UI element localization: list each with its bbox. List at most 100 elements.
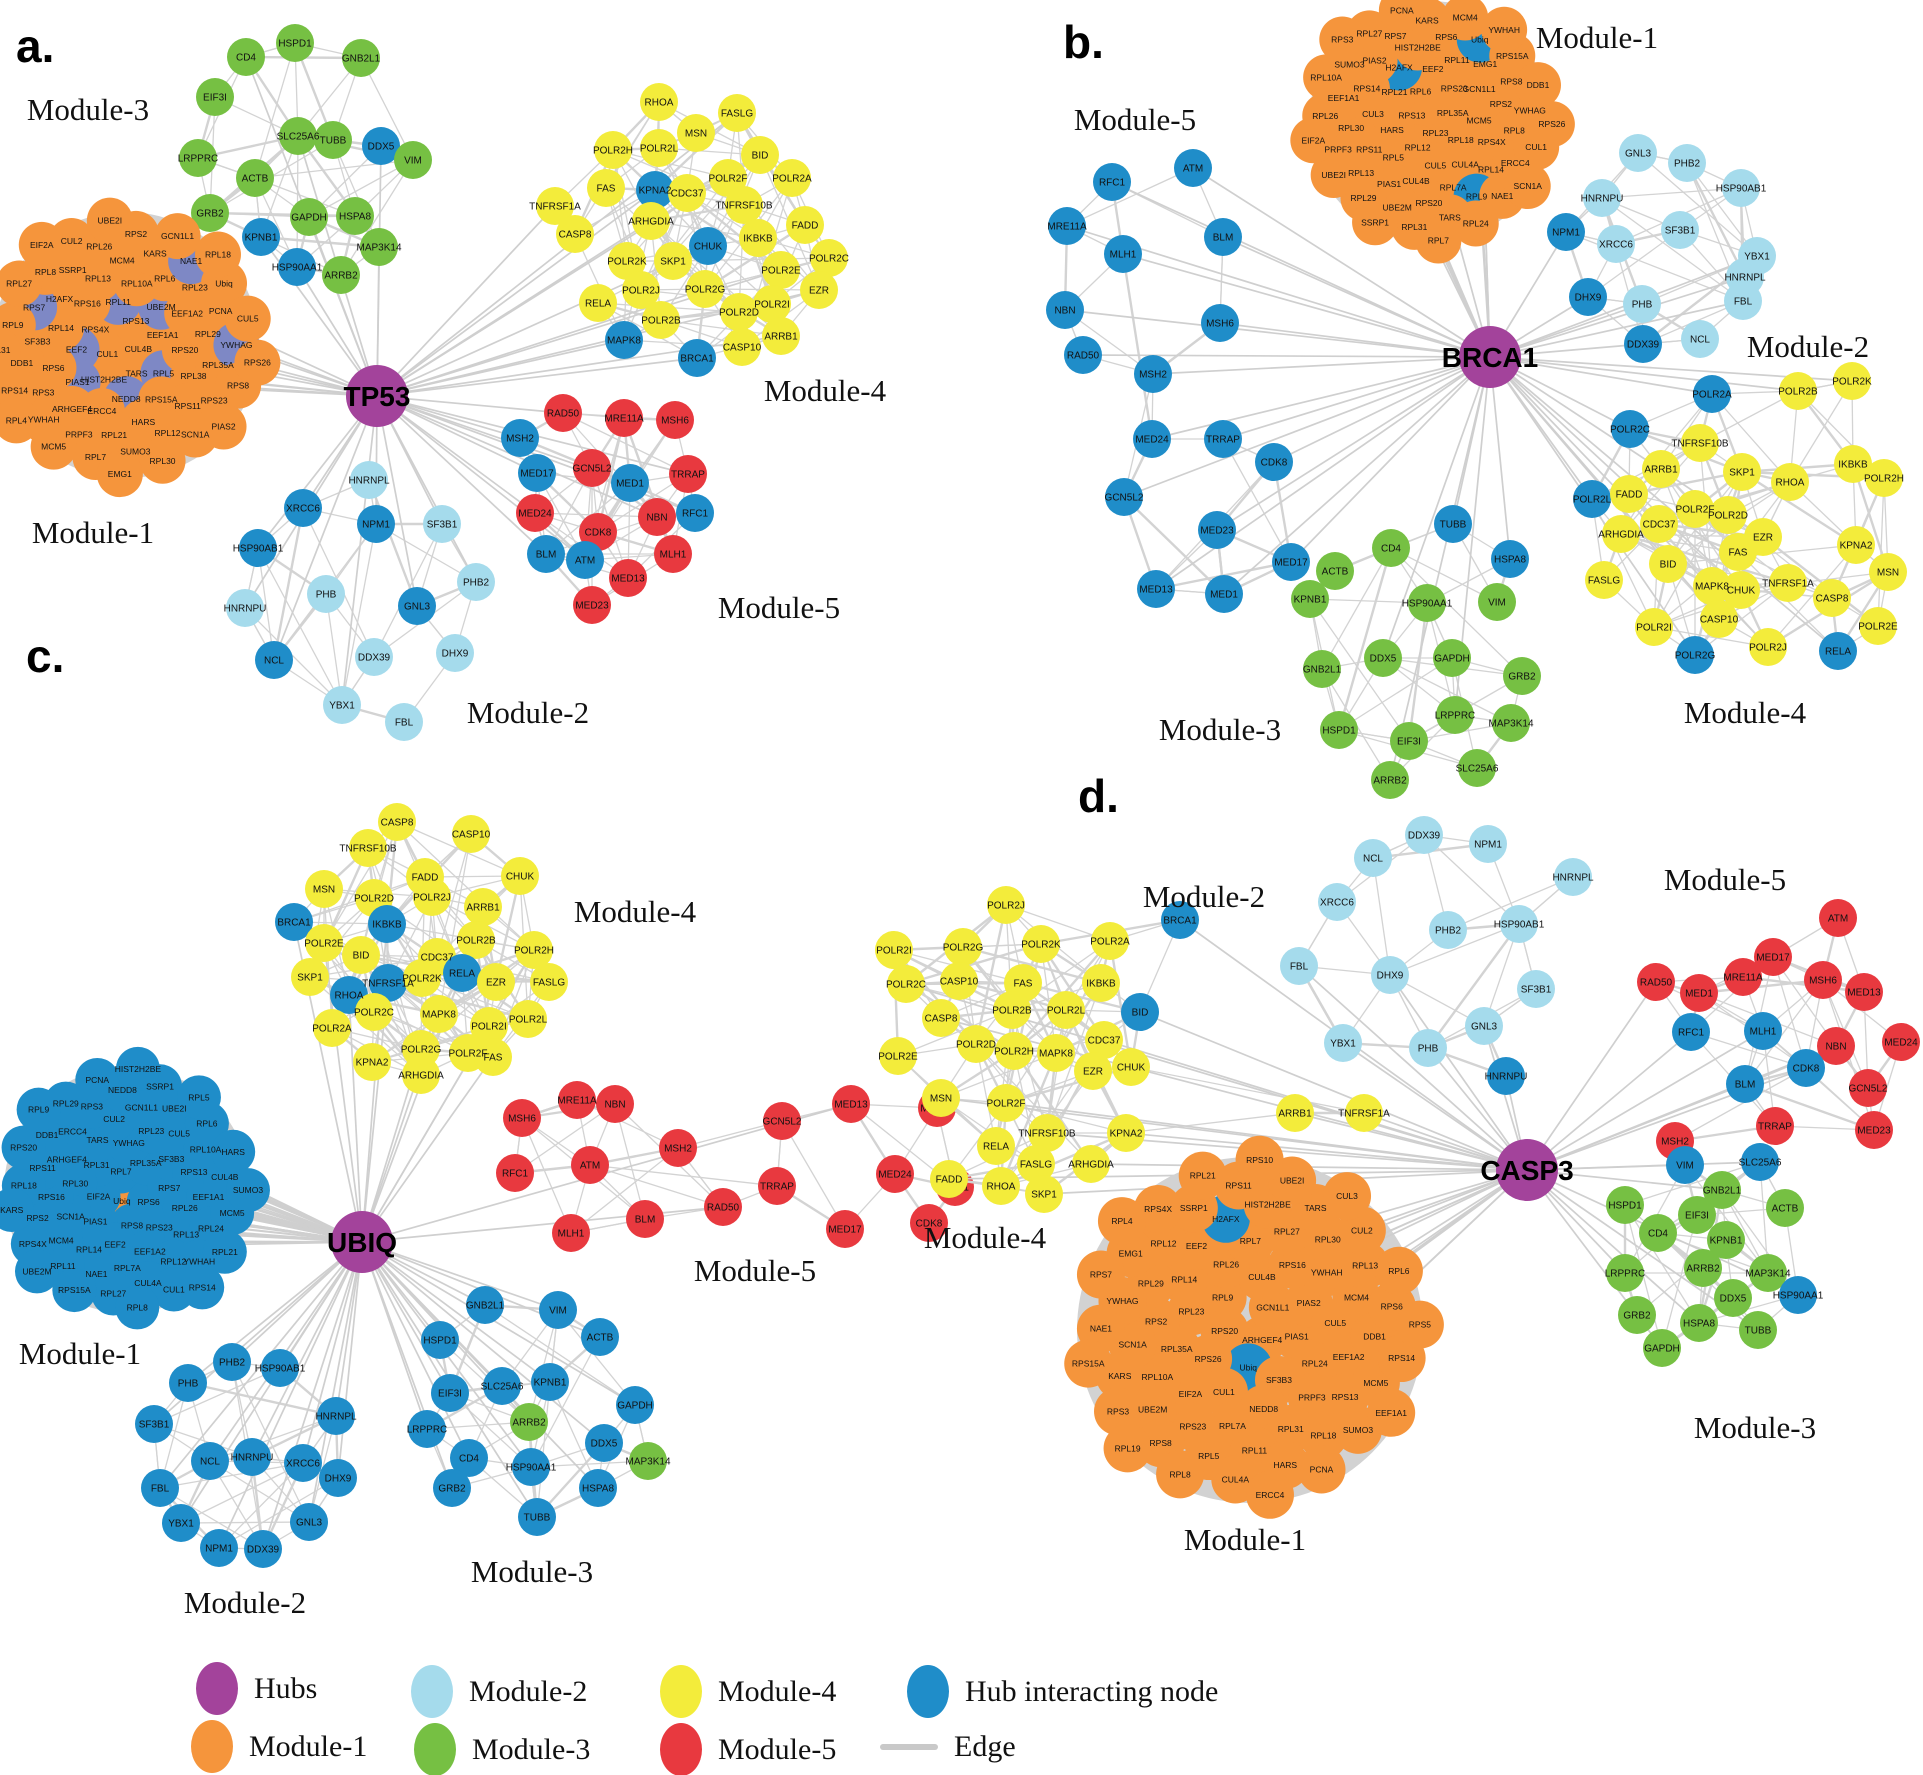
node-label-DHX9: DHX9 [442, 649, 469, 660]
edge [340, 159, 414, 276]
node-label-MSH6: MSH6 [661, 416, 689, 427]
node-label-CD4: CD4 [1381, 544, 1401, 555]
node-BRCA1 [678, 339, 716, 377]
node-label-HNRNPU: HNRNPU [224, 604, 267, 615]
node-label-ARRB2: ARRB2 [512, 1418, 546, 1429]
node-label-EEF1A1: EEF1A1 [193, 1192, 225, 1202]
node-label-RPL24: RPL24 [1302, 1359, 1328, 1369]
node-GRB2 [1618, 1296, 1656, 1334]
node-FAS [1719, 533, 1757, 571]
node-label-RPL4: RPL4 [6, 415, 28, 425]
node-label-HSPA8: HSPA8 [1494, 555, 1526, 566]
node-label-NAE1: NAE1 [180, 256, 202, 266]
legend-item-module3: Module-3 [414, 1723, 590, 1775]
node-label-POLR2J: POLR2J [622, 286, 660, 297]
node-PHB [1623, 285, 1661, 323]
module-label: Module-3 [1159, 712, 1281, 747]
node-MSN [922, 1079, 960, 1117]
node-label-HNRNPL: HNRNPL [1724, 273, 1766, 284]
node-POLR2H [995, 1032, 1033, 1070]
node-POLR2G [686, 270, 724, 308]
node-TRRAP [1204, 420, 1242, 458]
node-label-CUL1: CUL1 [97, 349, 119, 359]
node-label-PRPF3: PRPF3 [1324, 144, 1352, 154]
node-label-RPL11: RPL11 [50, 1261, 76, 1271]
node-label-NAE1: NAE1 [1090, 1324, 1112, 1334]
node-CHUK [501, 857, 539, 895]
node-label-RPS26: RPS26 [1538, 119, 1565, 129]
node-label-CDK8: CDK8 [916, 1219, 943, 1230]
node-label-ARHGEF4: ARHGEF4 [52, 404, 92, 414]
node-label-POLR2I: POLR2I [754, 300, 790, 311]
node-label-RPS8: RPS8 [1150, 1438, 1172, 1448]
module-label: Module-2 [467, 695, 589, 730]
node-RPS4X [1134, 1184, 1183, 1233]
node-label-CHUK: CHUK [694, 242, 723, 253]
node-label-CASP10: CASP10 [940, 977, 979, 988]
node-label-POLR2E: POLR2E [878, 1052, 918, 1063]
node-label-RPL24: RPL24 [1463, 219, 1489, 229]
module-label: Module-2 [1143, 879, 1265, 914]
node-FASLG [1585, 561, 1623, 599]
node-label-SLC25A6: SLC25A6 [481, 1382, 524, 1393]
node-label-HSP90AB1: HSP90AB1 [1494, 920, 1545, 931]
node-label-RPL23: RPL23 [138, 1126, 164, 1136]
node-label-RPL21: RPL21 [101, 430, 127, 440]
node-POLR2B [993, 991, 1031, 1029]
node-GNB2L1 [342, 39, 380, 77]
node-label-ATM: ATM [1828, 914, 1848, 925]
node-label-FADD: FADD [936, 1175, 963, 1186]
edge [999, 1052, 1058, 1187]
edge [1742, 975, 1865, 994]
node-label-POLR2J: POLR2J [1749, 643, 1787, 654]
node-label-POLR2H: POLR2H [1864, 474, 1904, 485]
module-label: Module-5 [694, 1253, 816, 1288]
node-SLC25A6 [1458, 749, 1496, 787]
node-RHOA [1771, 463, 1809, 501]
node-CASP8 [378, 803, 416, 841]
hub-edge [376, 112, 738, 397]
node-label-HARS: HARS [132, 417, 156, 427]
node-GCN5L2 [1849, 1069, 1887, 1107]
node-POLR2E [762, 251, 800, 289]
hub-label-CASP3: CASP3 [1480, 1155, 1573, 1186]
node-TRRAP [758, 1167, 796, 1205]
node-TNFRSF10B [1681, 424, 1719, 462]
node-label-PIAS2: PIAS2 [1297, 1298, 1321, 1308]
node-label-GNB2L1: GNB2L1 [1703, 1186, 1742, 1197]
edge [1022, 981, 1141, 1014]
node-CDK8 [1787, 1049, 1825, 1087]
node-label-RELA: RELA [585, 299, 611, 310]
hub-edge [361, 1241, 559, 1311]
node-label-RPS15A: RPS15A [58, 1285, 91, 1295]
node-label-FASLG: FASLG [533, 978, 565, 989]
node-GCN1L1 [154, 213, 201, 260]
module2-swatch-icon [411, 1665, 453, 1718]
node-XRCC6 [284, 1444, 322, 1482]
edge [218, 1477, 339, 1549]
node-label-EEF2: EEF2 [1186, 1241, 1208, 1251]
node-label-MED1: MED1 [616, 479, 644, 490]
node-BLM [1726, 1065, 1764, 1103]
node-RPL31 [0, 327, 21, 373]
node-label-POLR2C: POLR2C [886, 980, 926, 991]
node-label-POLR2F: POLR2F [709, 174, 748, 185]
node-RPL8 [1156, 1450, 1205, 1499]
edge [1222, 438, 1292, 563]
node-label-KARS: KARS [143, 249, 166, 259]
node-POLR2J [987, 886, 1025, 924]
node-label-RPL13: RPL13 [1352, 1260, 1378, 1270]
node-label-GCN5L2: GCN5L2 [763, 1117, 802, 1128]
node-label-UBE2I: UBE2I [162, 1104, 187, 1114]
node-label-GCN5L2: GCN5L2 [573, 464, 612, 475]
node-DHX9 [436, 634, 474, 672]
node-label-RPL9: RPL9 [28, 1105, 50, 1115]
node-label-RPL21: RPL21 [1382, 87, 1408, 97]
node-label-HSP90AB1: HSP90AB1 [255, 1364, 306, 1375]
node-label-POLR2A: POLR2A [1090, 937, 1130, 948]
node-label-RPL35A: RPL35A [1161, 1344, 1193, 1354]
node-label-RPS23: RPS23 [201, 396, 228, 406]
node-label-RPL10A: RPL10A [1142, 1372, 1174, 1382]
legend-item-module4: Module-4 [660, 1665, 836, 1718]
node-label-TNFRSF1A: TNFRSF1A [529, 202, 581, 213]
